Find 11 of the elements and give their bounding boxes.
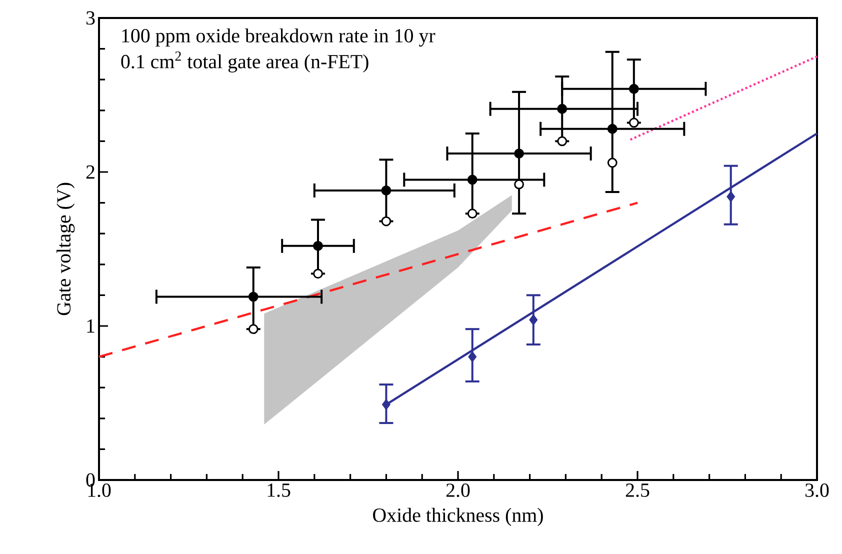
annotation: 0.1 cm$^{2}$ total gate area (n-FET) [121,51,368,72]
x-tick-label: 2.0 [446,484,470,498]
y-tick-label: 1 [87,319,94,333]
x-axis-title: Oxide thickness (nm) [373,508,543,526]
annotation: 100 ppm oxide breakdown rate in 10 yr [122,28,436,47]
y-axis-title: Gate voltage (V) [56,182,75,316]
y-tick-label: 2 [86,165,94,179]
x-tick-label: 1.5 [268,484,290,497]
x-tick-label: 2.5 [626,484,650,497]
x-tick-label: 3.0 [806,484,829,498]
y-tick-label: 3 [86,11,95,25]
